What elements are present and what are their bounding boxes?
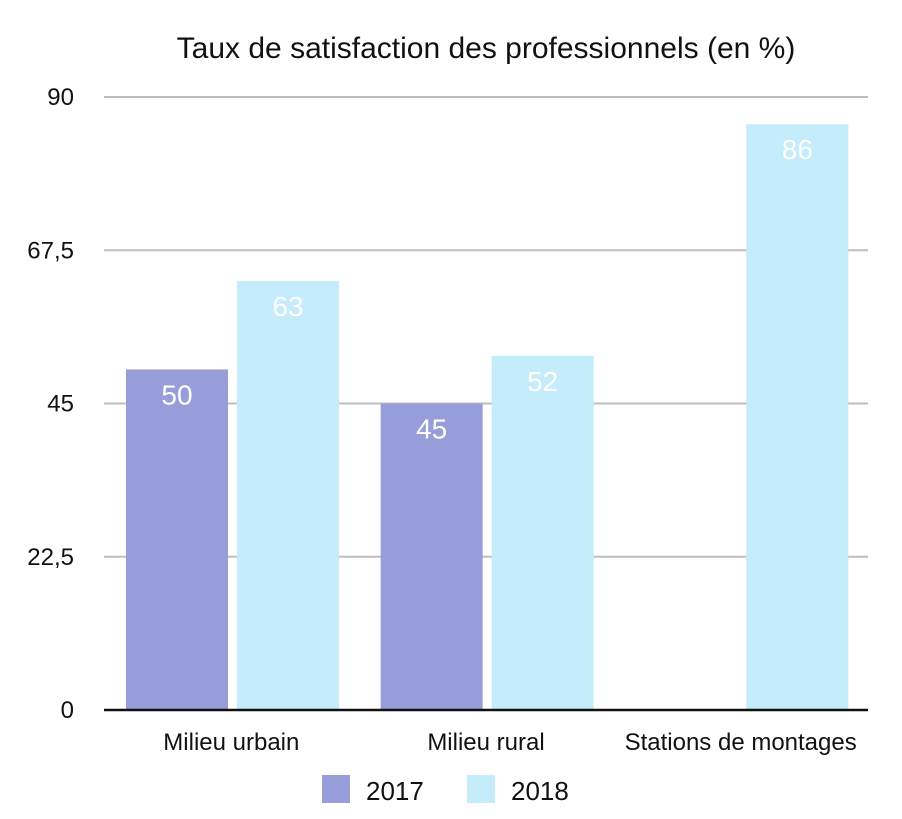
legend-swatch-2018 xyxy=(467,775,495,803)
x-category-label: Stations de montages xyxy=(625,729,857,756)
bar-2018 xyxy=(237,280,339,710)
legend: 2017 2018 xyxy=(322,775,569,806)
data-labels: 50 63 45 52 86 xyxy=(161,134,812,444)
x-axis-categories: Milieu urbain Milieu rural Stations de mon… xyxy=(163,729,856,756)
y-tick-label: 45 xyxy=(47,391,74,418)
bar-2018 xyxy=(746,124,849,710)
y-tick-label: 90 xyxy=(47,84,74,111)
data-label: 86 xyxy=(782,134,813,165)
gridlines xyxy=(104,96,868,558)
data-label: 63 xyxy=(272,291,303,322)
y-tick-label: 0 xyxy=(61,697,74,724)
data-label: 45 xyxy=(416,414,447,445)
x-category-label: Milieu urbain xyxy=(163,729,299,756)
bars xyxy=(126,124,849,710)
legend-label-2017: 2017 xyxy=(366,776,424,806)
x-category-label: Milieu rural xyxy=(427,729,544,756)
legend-swatch-2017 xyxy=(322,775,350,803)
data-label: 52 xyxy=(527,366,558,397)
y-tick-label: 22,5 xyxy=(27,544,74,571)
y-tick-label: 67,5 xyxy=(27,237,74,264)
data-label: 50 xyxy=(161,379,192,410)
legend-label-2018: 2018 xyxy=(511,776,569,806)
bar-2017 xyxy=(126,369,228,710)
y-axis-ticks: 0 22,5 45 67,5 90 xyxy=(27,84,74,724)
bar-2018 xyxy=(491,355,594,710)
bar-2017 xyxy=(380,403,483,710)
chart-title: Taux de satisfaction des professionnels … xyxy=(177,32,796,65)
